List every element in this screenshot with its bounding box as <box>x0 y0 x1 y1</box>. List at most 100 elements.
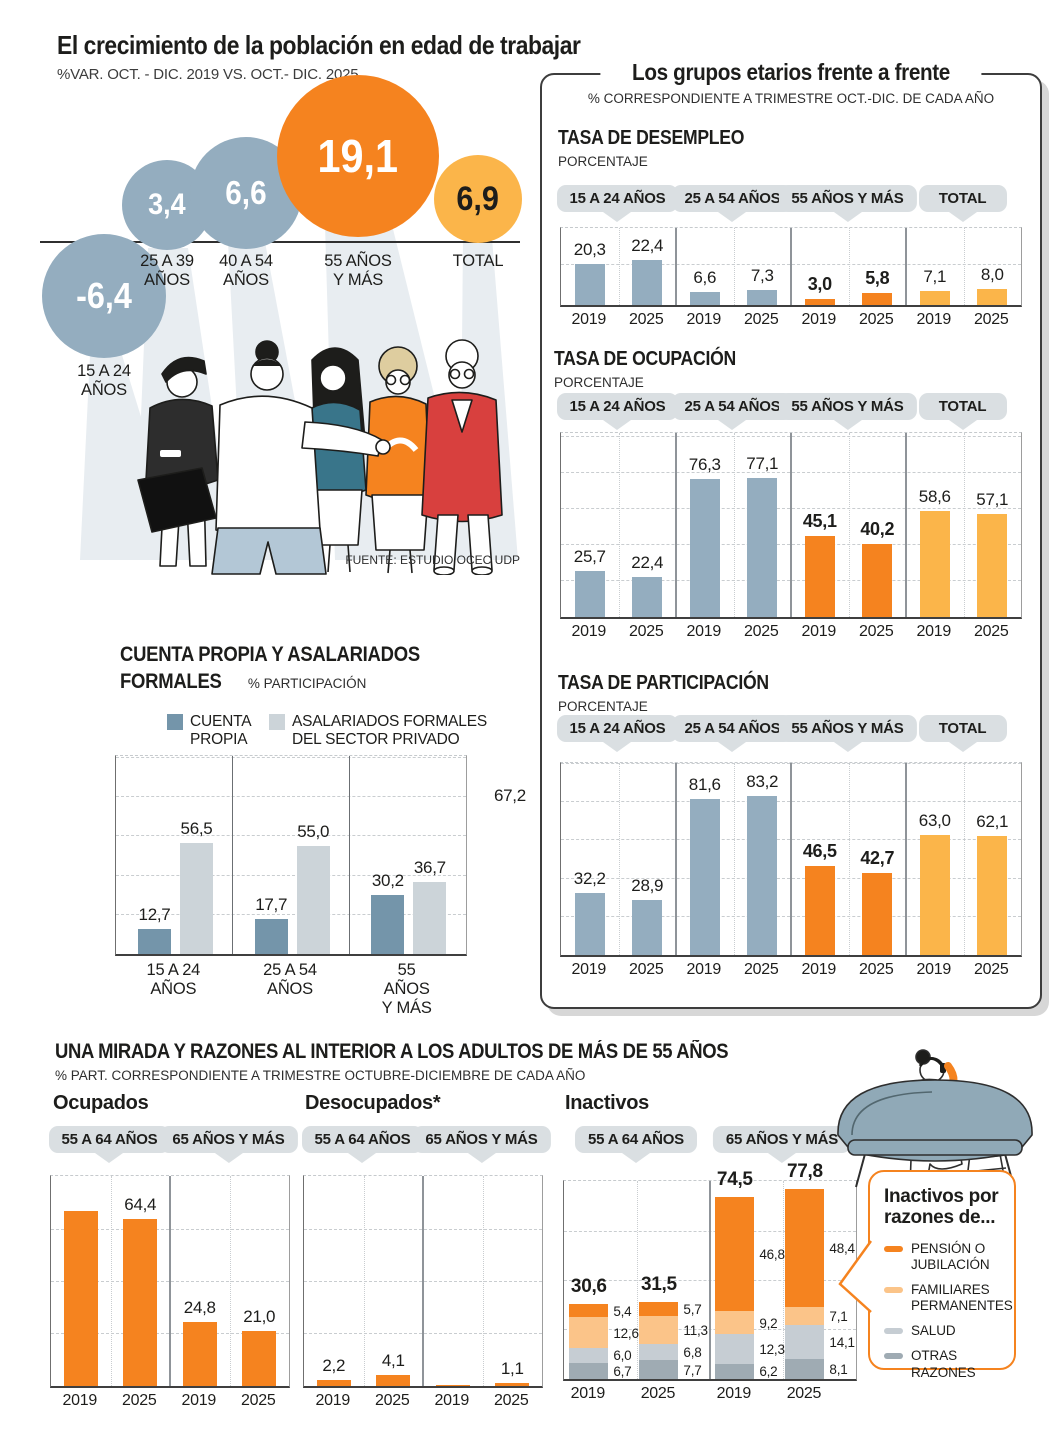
stack-segment <box>569 1361 609 1379</box>
bar-value-label: 76,3 <box>688 455 721 475</box>
legend-swatch <box>884 1286 903 1293</box>
age-group-pill: TOTAL <box>918 393 1007 420</box>
ocupacion-chart: 15 A 24 AÑOS 25 A 54 AÑOS 55 AÑOS Y MÁS TOT… <box>556 393 1022 653</box>
legend-callout-pointer <box>838 1240 872 1313</box>
year-label: 2019 <box>434 1392 470 1409</box>
bar-value-label: 58,6 <box>918 487 951 507</box>
bubble-cat-total: TOTAL <box>452 252 504 270</box>
bubble-cat-40-54: 40 A 54 AÑOS <box>219 252 273 289</box>
bar <box>977 836 1008 955</box>
year-label: 2019 <box>571 311 607 328</box>
bar <box>632 576 663 617</box>
stack-segment <box>785 1188 825 1308</box>
legend-item: OTRAS RAZONES <box>884 1348 1002 1380</box>
stack-total-label: 30,6 <box>570 1275 607 1297</box>
stack-segment <box>569 1346 609 1363</box>
year-label: 2025 <box>629 961 664 978</box>
age-group-pill: 15 A 24 AÑOS <box>556 393 679 420</box>
bar <box>182 1321 217 1386</box>
bar-value-label: 4,1 <box>381 1351 405 1371</box>
year-separator <box>783 1181 784 1379</box>
age-group-pill: 15 A 24 AÑOS <box>556 715 679 742</box>
legend-swatch <box>884 1353 903 1360</box>
bar <box>977 514 1008 617</box>
year-separator <box>618 433 620 617</box>
stack-total-label: 31,5 <box>641 1274 677 1295</box>
age-group-pill: 55 A 64 AÑOS <box>48 1126 171 1153</box>
age-group-pill: TOTAL <box>918 715 1007 742</box>
chart-frame: 12,7 56,5 17,7 55,0 30,2 36,7 <box>115 755 467 956</box>
ocupacion-unit: PORCENTAJE <box>554 375 644 390</box>
bar <box>804 866 835 955</box>
bubble-total: 6,9 <box>434 155 522 243</box>
segment-value-label: 12,3 <box>759 1341 785 1357</box>
age-group-pill: 65 AÑOS Y MÁS <box>159 1126 298 1153</box>
asalariados-swatch <box>269 714 285 730</box>
bar <box>574 570 605 617</box>
year-label: 2025 <box>744 311 779 328</box>
bar-value-label: 42,7 <box>860 848 895 869</box>
panel-subtitle: % CORRESPONDIENTE A TRIMESTRE OCT.-DIC. … <box>587 91 995 106</box>
group-separator <box>709 1181 711 1379</box>
age-group-pill: 55 A 64 AÑOS <box>575 1126 697 1153</box>
segment-value-label: 12,6 <box>613 1325 639 1341</box>
legend-swatch <box>884 1328 903 1335</box>
year-label: 2019 <box>571 961 607 978</box>
bar <box>180 843 213 954</box>
legend-swatch <box>884 1245 903 1252</box>
age-groups-panel: Los grupos etarios frente a frente % COR… <box>540 59 1042 1009</box>
group-separator <box>675 763 677 955</box>
bar-value-label: 64,4 <box>124 1194 157 1214</box>
year-label: 2025 <box>241 1392 276 1409</box>
bubble-axis-line <box>40 241 520 243</box>
category-label: 15 A 24 AÑOS <box>146 961 201 998</box>
cuenta-title-line1: CUENTA PROPIA Y ASALARIADOS <box>120 643 420 666</box>
bar-value-label: 32,2 <box>573 869 606 889</box>
segment-value-label: 5,7 <box>683 1301 702 1317</box>
year-label: 2019 <box>916 311 952 328</box>
bar <box>574 264 605 305</box>
age-group-pill: 55 AÑOS Y MÁS <box>778 393 917 420</box>
bar <box>63 1211 98 1386</box>
year-label: 2025 <box>744 961 779 978</box>
bar <box>495 1383 530 1386</box>
year-label: 2025 <box>974 311 1009 328</box>
bar <box>747 796 778 955</box>
group-separator <box>905 763 907 955</box>
bar-value-label: 1,1 <box>500 1359 524 1379</box>
bubble-cat-15-24: 15 A 24 AÑOS <box>77 362 131 399</box>
desempleo-unit: PORCENTAJE <box>558 154 648 169</box>
year-label: 2025 <box>744 623 779 640</box>
bar <box>138 929 171 954</box>
bar-value-label: 62,1 <box>976 812 1009 832</box>
category-label: 25 A 54 AÑOS <box>263 961 317 998</box>
bar-value-label: 22,4 <box>631 236 664 256</box>
bar <box>296 846 330 954</box>
stack-total-label: 74,5 <box>716 1168 753 1190</box>
stack-segment <box>785 1358 825 1379</box>
chart-frame: 20,3 22,4 6,6 7,3 3,0 5,8 7,1 8,0 <box>560 227 1022 307</box>
group-separator <box>169 1176 171 1386</box>
bar <box>862 293 893 305</box>
stack-segment <box>715 1195 755 1312</box>
bar-value-label: 24,8 <box>183 1297 216 1317</box>
bar-value-label: 28,9 <box>631 875 664 895</box>
bar-value-label: 36,7 <box>413 858 446 878</box>
stack-segment <box>569 1316 609 1348</box>
year-separator <box>229 1176 231 1386</box>
bottom-title: UNA MIRADA Y RAZONES AL INTERIOR A LOS A… <box>55 1040 729 1063</box>
bar <box>435 1384 470 1386</box>
stack-segment <box>715 1310 755 1334</box>
bar-value-label: 56,5 <box>180 819 213 839</box>
armchair-illustration <box>837 1049 1033 1188</box>
stack-total-label: 77,8 <box>787 1161 823 1183</box>
year-label: 2025 <box>859 961 894 978</box>
segment-value-label: 8,1 <box>829 1362 848 1378</box>
bar-value-label: 17,7 <box>255 895 288 915</box>
year-label: 2025 <box>375 1392 410 1409</box>
category-label: 55 AÑOS Y MÁS <box>381 961 432 1017</box>
age-group-pill: 25 A 54 AÑOS <box>671 393 794 420</box>
bubble-cat-25-39: 25 A 39 AÑOS <box>140 252 194 289</box>
bar <box>977 289 1008 305</box>
group-separator <box>905 228 907 305</box>
